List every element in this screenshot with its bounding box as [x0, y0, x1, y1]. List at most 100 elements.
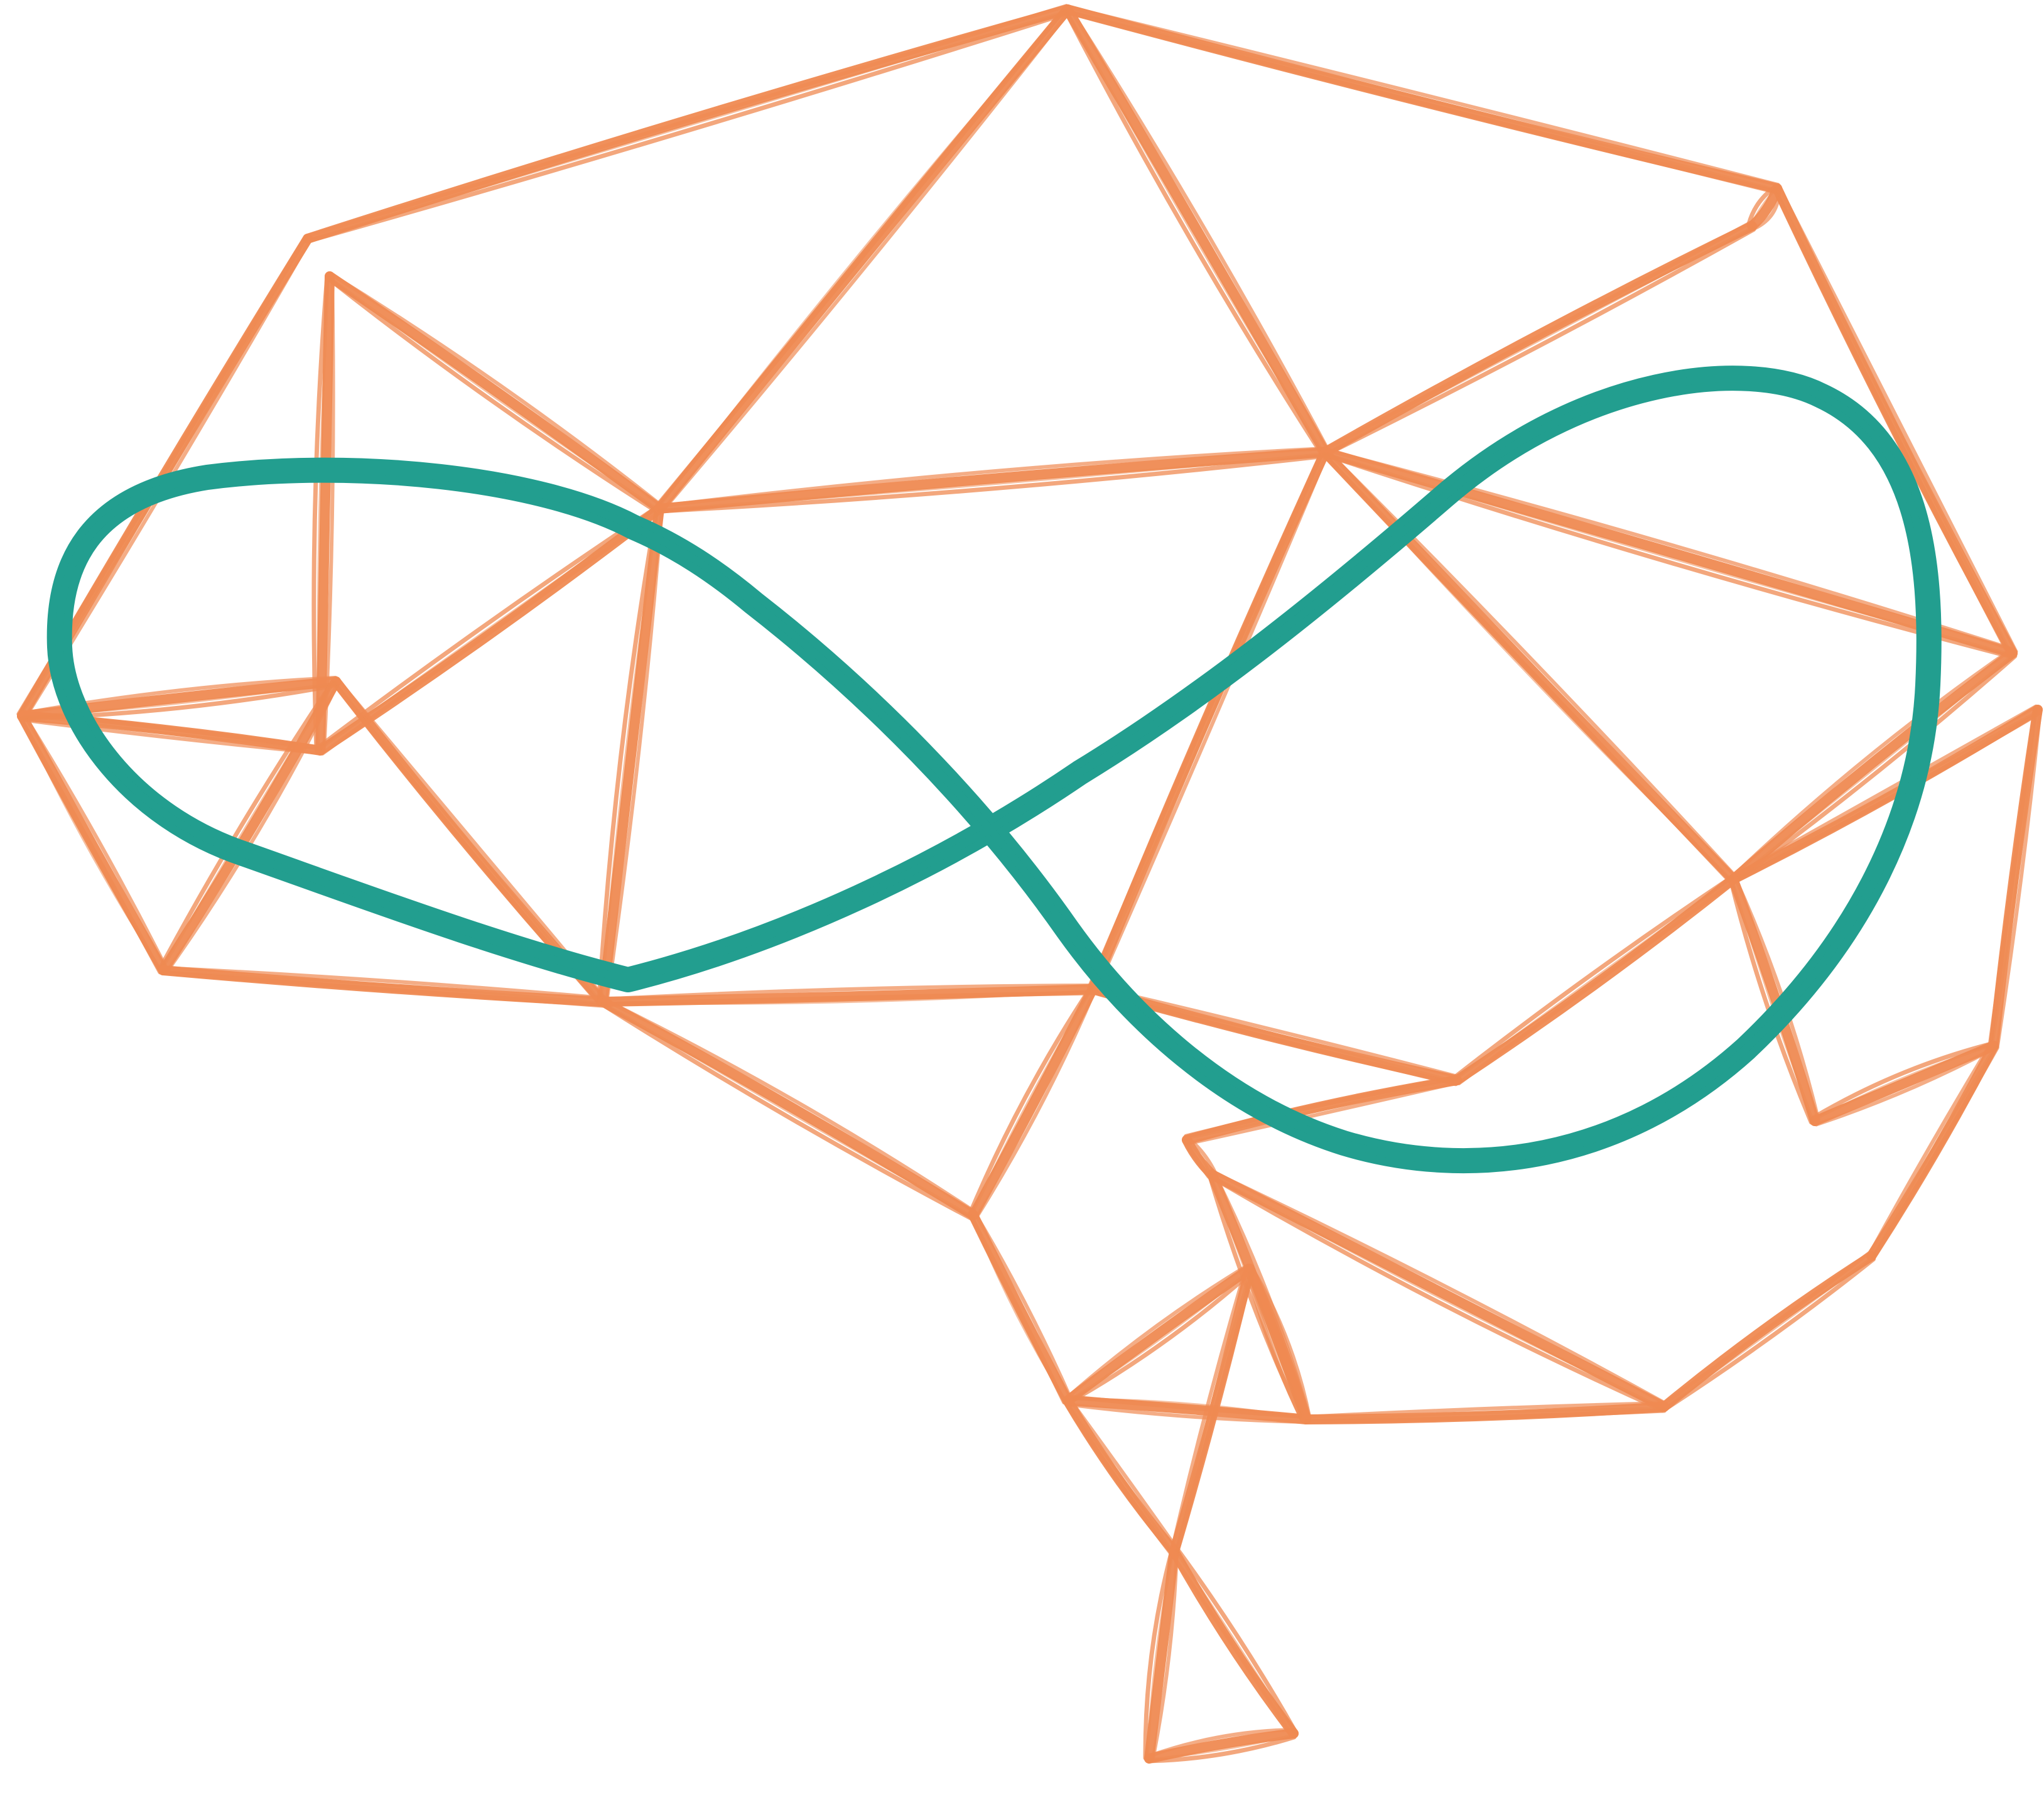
brain-outline-icon: [16, 4, 2043, 1764]
brain-edge-stroke: [1454, 877, 1734, 1081]
brain-edge-stroke: [306, 11, 1071, 244]
brain-edge-stroke: [1663, 1255, 1874, 1409]
brain-edge-stroke: [1064, 1264, 1250, 1401]
brain-edge-stroke: [1187, 1136, 1217, 1174]
brain-edge-stroke: [1324, 448, 1738, 879]
brain-edge-stroke: [1094, 451, 1329, 993]
brain-edge-stroke: [158, 678, 337, 971]
brain-edge-stroke: [1987, 707, 2038, 1048]
brain-edge-stroke: [598, 997, 978, 1220]
brain-edge-stroke: [1730, 704, 2038, 879]
brain-edge-stroke: [1066, 1397, 1308, 1420]
brain-edge-stroke: [1250, 1266, 1312, 1420]
brain-edge-stroke: [318, 506, 661, 751]
brain-edge-stroke: [1063, 4, 1330, 457]
brain-edge-stroke: [1810, 1041, 1999, 1126]
brain-edge-stroke: [1304, 1401, 1666, 1419]
brain-edge-stroke: [329, 272, 664, 508]
brain-edge-stroke: [654, 4, 1073, 514]
brain-edge-stroke: [1323, 452, 2014, 656]
brain-edge-stroke: [1305, 1407, 1666, 1422]
brain-edge-stroke: [605, 507, 664, 1004]
brain-edge-stroke: [1322, 452, 2014, 659]
brain-edge-stroke: [1731, 878, 1815, 1123]
brain-edge-stroke: [165, 681, 340, 975]
brain-edge-stroke: [1185, 1078, 1458, 1140]
brain-edge-stroke: [975, 988, 1097, 1219]
brain-edge-stroke: [1247, 1267, 1306, 1421]
brain-edge-stroke: [328, 276, 660, 511]
brain-edge-stroke: [968, 984, 1098, 1220]
brain-edge-stroke: [973, 1212, 1073, 1401]
brain-edge-stroke: [602, 997, 977, 1214]
brain-edge-stroke: [601, 1001, 974, 1218]
brain-edge-stroke: [161, 970, 604, 1005]
brain-edge-stroke: [1728, 648, 2018, 884]
brain-edge-stroke: [1728, 877, 1814, 1125]
brain-edge-stroke: [1732, 710, 2040, 882]
brain-edge-stroke: [1660, 1251, 1871, 1407]
brain-edge-stroke: [1991, 708, 2038, 1047]
brain-edge-stroke: [1211, 1170, 1668, 1406]
brain-edge-stroke: [1068, 6, 1331, 452]
brain-edge-stroke: [1304, 1408, 1667, 1424]
brain-edge-stroke: [1320, 447, 2018, 658]
brain-edge-stroke: [1728, 874, 1820, 1126]
brain-edge-stroke: [1245, 1267, 1305, 1423]
brain-edge-stroke: [598, 504, 664, 1007]
brain-edge-stroke: [1867, 1042, 1993, 1257]
brain-edge-stroke: [1066, 1269, 1254, 1405]
brain-edge-stroke: [1813, 1043, 1995, 1121]
brain-edge-stroke: [1147, 1735, 1297, 1764]
brain-edge-stroke: [1066, 1268, 1252, 1403]
brain-edge-stroke: [1995, 708, 2042, 1048]
brain-edge-stroke: [1065, 1399, 1174, 1554]
brain-edge-stroke: [1063, 1399, 1174, 1556]
brain-edge-stroke: [600, 507, 660, 1003]
brain-edge-stroke: [316, 504, 661, 750]
brain-edge-stroke: [1066, 5, 1780, 187]
brain-edge-stroke: [971, 1214, 1068, 1403]
brain-edge-stroke: [1814, 1046, 1997, 1127]
brain-edge-stroke: [326, 276, 659, 514]
brain-edge-stroke: [325, 271, 664, 514]
brain-edge-stroke: [1144, 1546, 1179, 1764]
brain-edge-stroke: [1090, 450, 1326, 990]
brain-edge-stroke: [1147, 1728, 1295, 1759]
brain-edge-stroke: [1324, 227, 1756, 457]
brain-edge-stroke: [660, 9, 1072, 513]
brain-edge-stroke: [657, 447, 1327, 508]
brain-edge-stroke: [1169, 1551, 1294, 1737]
brain-edge-stroke: [1733, 653, 2015, 882]
brain-edge-stroke: [1174, 1267, 1253, 1553]
infinity-stroke-edge: [55, 374, 1933, 1165]
brain-edge-stroke: [1065, 8, 1325, 455]
brain-edge-stroke: [1087, 448, 1325, 990]
brain-edge-stroke: [968, 985, 1093, 1216]
brain-edge-stroke: [654, 447, 1330, 514]
brain-edge-stroke: [1775, 187, 2013, 656]
brain-edge-stroke: [1871, 1045, 1999, 1260]
brain-edge-stroke: [1143, 1549, 1174, 1760]
brain-edge-stroke: [1063, 1264, 1255, 1406]
brain-edge-stroke: [1457, 879, 1737, 1085]
brain-edge-stroke: [19, 718, 322, 755]
brain-edge-stroke: [1322, 220, 1753, 452]
brain-edge-stroke: [21, 713, 322, 751]
brain-edge-stroke: [599, 1002, 974, 1221]
brain-edge-stroke: [1322, 452, 1734, 882]
brain-edge-stroke: [1746, 185, 1778, 227]
brain-edge-stroke: [305, 4, 1069, 239]
brain-edge-stroke: [22, 713, 169, 971]
brain-edge-stroke: [657, 453, 1328, 514]
brain-edge-stroke: [1663, 1257, 1876, 1411]
brain-edge-stroke: [1148, 1733, 1295, 1761]
brain-edge-stroke: [1144, 1728, 1299, 1764]
brain-edge-stroke: [1208, 1174, 1665, 1413]
brain-edge-stroke: [160, 680, 337, 971]
brain-edge-stroke: [970, 987, 1093, 1216]
brain-edge-stroke: [597, 506, 659, 1004]
brain-edge-stroke: [1772, 187, 2012, 658]
